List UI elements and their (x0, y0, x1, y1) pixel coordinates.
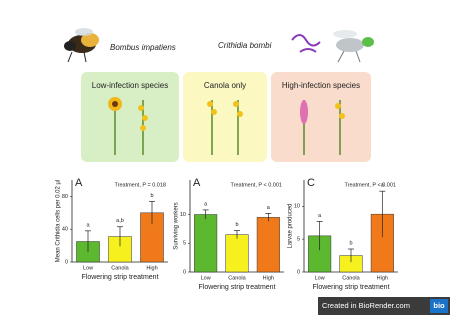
footer-badge (430, 299, 448, 313)
significance-letter: a,b (116, 218, 124, 224)
bar (194, 214, 218, 273)
y-tick-label: 0 (297, 269, 300, 275)
significance-letter: a (267, 205, 271, 211)
y-tick-label: 80 (62, 194, 68, 200)
panel-box (271, 72, 371, 162)
y-tick-label: 0 (183, 269, 186, 275)
panel-label: C (307, 177, 315, 189)
x-tick-label: High (377, 275, 388, 281)
panel-title: Low-infection species (92, 81, 168, 90)
panel-box (81, 72, 179, 162)
x-tick-label: Low (201, 275, 211, 281)
y-tick-label: 5 (297, 237, 300, 243)
significance-letter: a (381, 183, 385, 189)
y-axis-label: Larvae produced (288, 203, 294, 248)
x-tick-label: Canola (111, 265, 129, 271)
footer-bar (318, 297, 450, 315)
x-tick-label: High (263, 275, 274, 281)
footer-text: Created in BioRender.com (322, 301, 410, 310)
parasite-illustration (291, 30, 374, 63)
footer-badge-text: bio (433, 301, 445, 310)
host-name: Bombus impatiens (110, 43, 176, 52)
x-tick-label: Canola (228, 275, 246, 281)
bee-illustration (64, 28, 99, 63)
panel-label: A (193, 177, 201, 189)
significance-letter: b (349, 240, 352, 246)
y-tick-label: 10 (180, 212, 186, 218)
significance-letter: a (204, 201, 208, 207)
bar (256, 217, 280, 273)
significance-letter: b (235, 222, 238, 228)
x-tick-label: Canola (342, 275, 360, 281)
annotation: Treatment, P < 0.001 (230, 182, 282, 188)
panel-title: High-infection species (282, 81, 360, 90)
annotation: Treatment, P = 0.018 (114, 182, 166, 188)
y-tick-label: 10 (294, 204, 300, 210)
bar (225, 234, 249, 273)
x-tick-label: Low (83, 265, 93, 271)
panel-label: A (75, 177, 83, 189)
y-axis-label: Surviving workers (174, 202, 180, 249)
significance-letter: a (86, 222, 90, 228)
flower-illustrations (108, 97, 345, 155)
y-tick-label: 5 (183, 241, 186, 247)
panel-box (183, 72, 267, 162)
y-axis-label: Mean Crithidia cells per 0.02 µl (56, 180, 62, 263)
x-tick-label: Low (315, 275, 325, 281)
x-axis-label: Flowering strip treatment (312, 284, 389, 291)
x-axis-label: Flowering strip treatment (81, 274, 158, 281)
y-tick-label: 0 (65, 259, 68, 265)
x-axis-label: Flowering strip treatment (198, 284, 275, 291)
significance-letter: a (318, 213, 322, 219)
panel-title: Canola only (204, 81, 246, 90)
parasite-name: Crithidia bombi (218, 41, 272, 50)
x-tick-label: High (146, 265, 157, 271)
significance-letter: b (150, 193, 153, 199)
y-tick-label: 40 (62, 227, 68, 233)
annotation: Treatment, P < 0.001 (344, 182, 396, 188)
